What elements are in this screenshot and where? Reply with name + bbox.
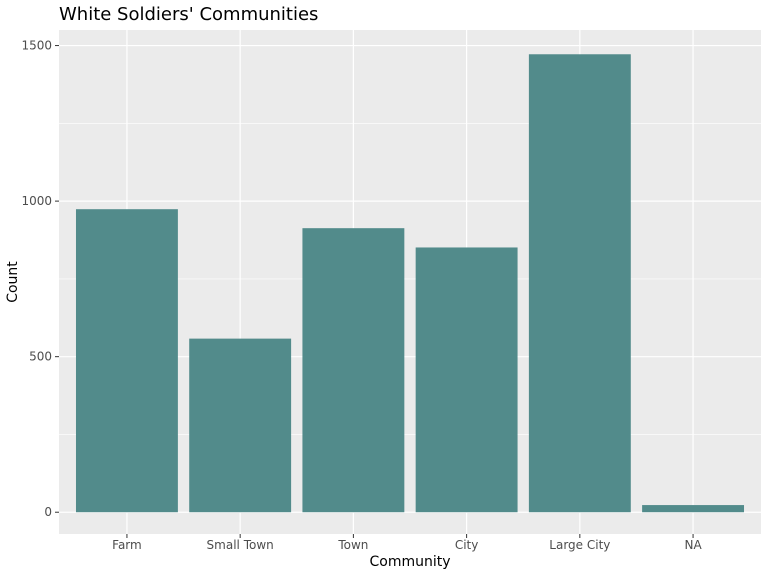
bar-farm [75,209,178,513]
x-tick-label: Large City [549,538,610,552]
x-tick-label: Farm [112,538,142,552]
bar-small-town [189,338,292,513]
x-tick-label: NA [684,538,702,552]
bar-town [302,228,405,513]
y-axis: 0 500 1000 1500 [21,39,59,519]
y-tick-label: 1000 [21,194,52,208]
x-tick-label: Small Town [207,538,274,552]
y-axis-title: Count [5,261,21,303]
x-tick-label: City [455,538,479,552]
y-tick-label: 0 [44,505,52,519]
x-axis: Farm Small Town Town City Large City NA [112,534,702,552]
y-tick-label: 500 [29,350,52,364]
y-tick-label: 1500 [21,39,52,53]
bar-na [642,505,745,513]
x-axis-title: Community [369,554,450,570]
bar-city [415,247,518,513]
bars [75,54,745,513]
x-tick-label: Town [337,538,368,552]
chart-title: White Soldiers' Communities [59,4,318,25]
bar-large-city [528,54,631,513]
